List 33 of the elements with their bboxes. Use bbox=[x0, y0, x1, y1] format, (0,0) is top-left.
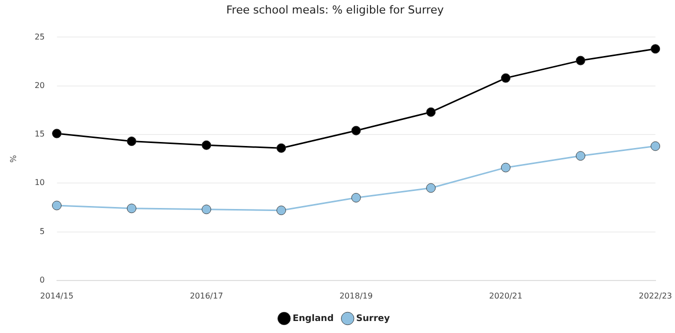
point bbox=[276, 206, 286, 216]
point bbox=[52, 128, 62, 138]
x-tick-label: 2020/21 bbox=[489, 291, 522, 300]
y-tick-label: 20 bbox=[34, 80, 45, 90]
point bbox=[500, 162, 510, 172]
point bbox=[426, 107, 436, 117]
chart-title: Free school meals: % eligible for Surrey bbox=[226, 3, 444, 16]
y-tick-label: 10 bbox=[34, 178, 45, 188]
y-tick-label: 5 bbox=[40, 226, 45, 236]
legend-label: Surrey bbox=[356, 314, 390, 324]
point bbox=[650, 44, 660, 54]
point bbox=[576, 56, 586, 66]
point bbox=[276, 143, 286, 153]
y-axis-title: % bbox=[8, 154, 18, 163]
y-tick-label: 0 bbox=[40, 275, 45, 284]
y-tick-label: 25 bbox=[34, 32, 45, 42]
point bbox=[126, 136, 136, 146]
point bbox=[202, 204, 212, 214]
y-tick-label: 15 bbox=[34, 130, 45, 139]
point bbox=[351, 192, 361, 202]
point bbox=[650, 141, 660, 151]
x-tick-label: 2014/15 bbox=[40, 291, 74, 300]
point bbox=[202, 140, 212, 150]
point bbox=[52, 200, 62, 210]
point bbox=[426, 183, 436, 193]
point bbox=[576, 151, 586, 161]
x-tick-label: 2016/17 bbox=[190, 291, 224, 300]
point bbox=[351, 126, 361, 136]
point bbox=[500, 73, 510, 83]
point bbox=[126, 204, 136, 214]
legend-label: England bbox=[292, 314, 334, 324]
x-tick-label: 2018/19 bbox=[339, 291, 373, 300]
x-tick-label: 2022/23 bbox=[638, 291, 672, 300]
